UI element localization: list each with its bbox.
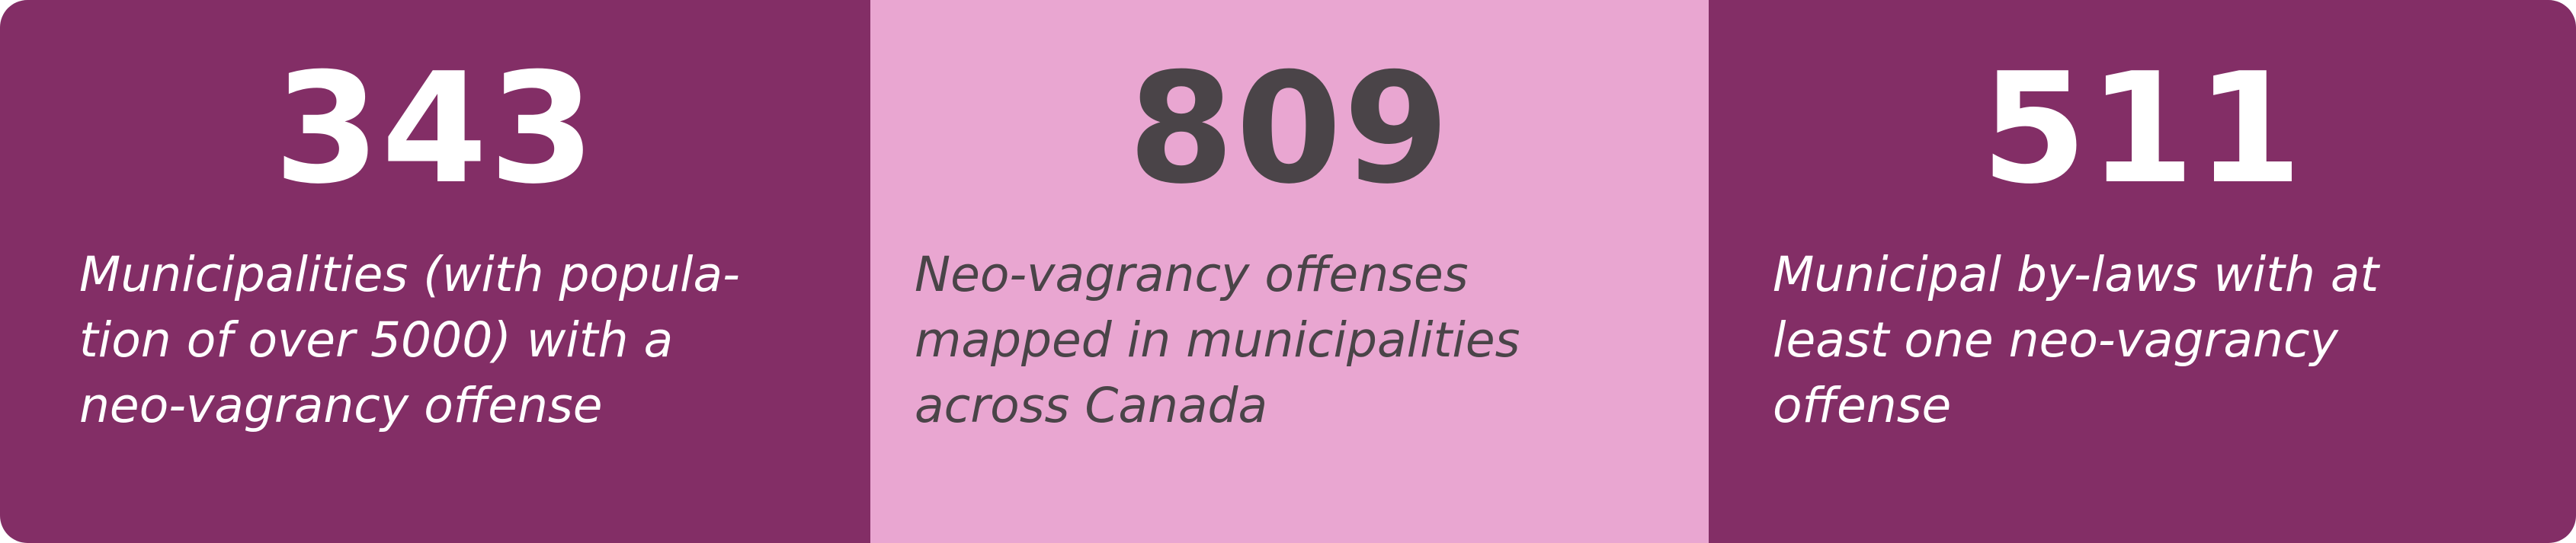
stat-number: 343: [274, 40, 597, 218]
stat-panel-municipalities: 343 Municipalities (with popula- tion of…: [0, 0, 870, 543]
stat-description: Neo-vagrancy offenses mapped in municipa…: [915, 247, 1520, 433]
stat-number: 809: [1128, 40, 1451, 218]
stat-description: Municipalities (with popula- tion of ove…: [79, 247, 740, 433]
stat-panel-bylaws: 511 Municipal by-laws with at least one …: [1709, 0, 2576, 543]
stat-description: Municipal by-laws with at least one neo-…: [1773, 247, 2379, 433]
stat-panel-offenses: 809 Neo-vagrancy offenses mapped in muni…: [870, 0, 1709, 543]
stat-number: 511: [1981, 40, 2304, 218]
